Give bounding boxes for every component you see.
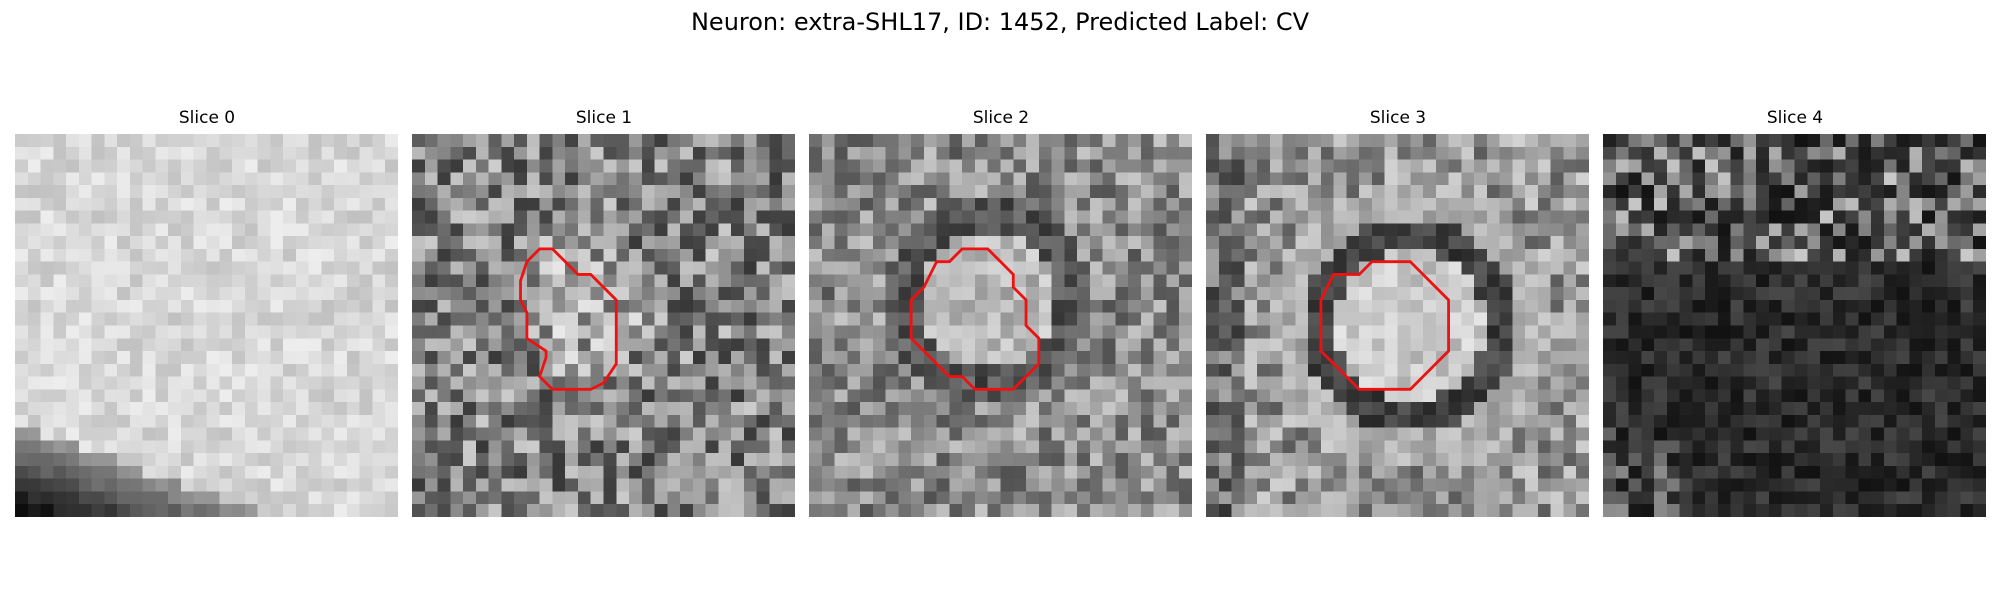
slice-title-1: Slice 1 bbox=[575, 108, 633, 128]
slice-panel-1: Slice 1 bbox=[412, 107, 796, 517]
cell-contour-1 bbox=[519, 247, 618, 391]
cell-contour-3 bbox=[1319, 260, 1450, 391]
slice-title-3: Slice 3 bbox=[1369, 108, 1427, 128]
slice-title-0: Slice 0 bbox=[178, 108, 236, 128]
slice-image-2 bbox=[809, 134, 1192, 517]
slice-image-0 bbox=[15, 134, 398, 517]
slice-image-1 bbox=[412, 134, 795, 517]
slice-image-3 bbox=[1206, 134, 1589, 517]
slice-title-4: Slice 4 bbox=[1766, 108, 1824, 128]
slice-image-4 bbox=[1603, 134, 1986, 517]
figure-title: Neuron: extra-SHL17, ID: 1452, Predicted… bbox=[690, 8, 1310, 36]
slice-title-2: Slice 2 bbox=[972, 108, 1030, 128]
slice-panel-3: Slice 3 bbox=[1206, 107, 1590, 517]
cell-contour-2 bbox=[909, 247, 1041, 391]
slice-panel-0: Slice 0 bbox=[15, 107, 399, 517]
slice-panel-2: Slice 2 bbox=[809, 107, 1193, 517]
slice-panel-4: Slice 4 bbox=[1603, 107, 1987, 517]
